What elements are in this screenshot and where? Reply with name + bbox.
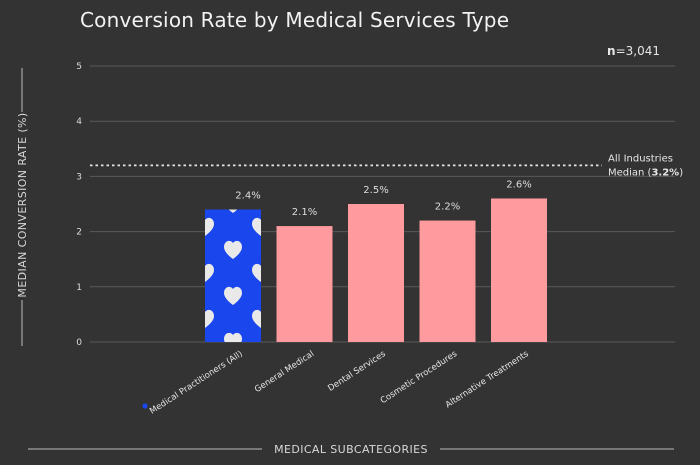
category-label: Cosmetic Procedures (379, 349, 460, 406)
category-labels: Medical Practitioners (All) General Medic… (142, 349, 531, 417)
category-label: Dental Services (326, 349, 388, 394)
y-axis-ticks: 0 1 2 3 4 5 (76, 62, 82, 348)
bar (348, 204, 404, 342)
bar (491, 198, 547, 342)
category-label: General Medical (253, 349, 316, 395)
data-labels: 2.4% 2.1% 2.5% 2.2% 2.6% (235, 179, 531, 218)
bar (276, 226, 333, 342)
median-label-line2: Median (3.2%) (608, 167, 683, 178)
bar-highlighted (205, 209, 261, 342)
sample-size-n: n (607, 44, 616, 58)
y-tick-label: 1 (76, 283, 82, 293)
data-label: 2.5% (363, 185, 388, 196)
y-tick-label: 0 (76, 338, 82, 348)
data-label: 2.4% (235, 191, 260, 202)
data-label: 2.6% (506, 179, 531, 190)
data-label: 2.1% (292, 207, 317, 218)
x-axis-title: MEDICAL SUBCATEGORIES (274, 443, 428, 456)
y-tick-label: 4 (76, 117, 82, 127)
reference-line: All Industries Median (3.2%) (90, 153, 683, 178)
category-label: Medical Practitioners (All) (148, 349, 245, 417)
y-axis-title: MEDIAN CONVERSION RATE (%) (16, 112, 29, 297)
bars (205, 198, 547, 342)
axis-titles: MEDIAN CONVERSION RATE (%) MEDICAL SUBCAT… (16, 68, 674, 456)
y-tick-label: 5 (76, 62, 82, 72)
data-label: 2.2% (435, 202, 460, 213)
bar (419, 220, 476, 342)
y-tick-label: 3 (76, 172, 82, 182)
sample-size-label: n=3,041 (607, 44, 660, 58)
chart-title: Conversion Rate by Medical Services Type (80, 8, 510, 32)
y-tick-label: 2 (76, 228, 82, 238)
sample-size-value: =3,041 (615, 44, 660, 58)
highlight-marker (142, 403, 148, 409)
median-label-line1: All Industries (608, 153, 673, 164)
